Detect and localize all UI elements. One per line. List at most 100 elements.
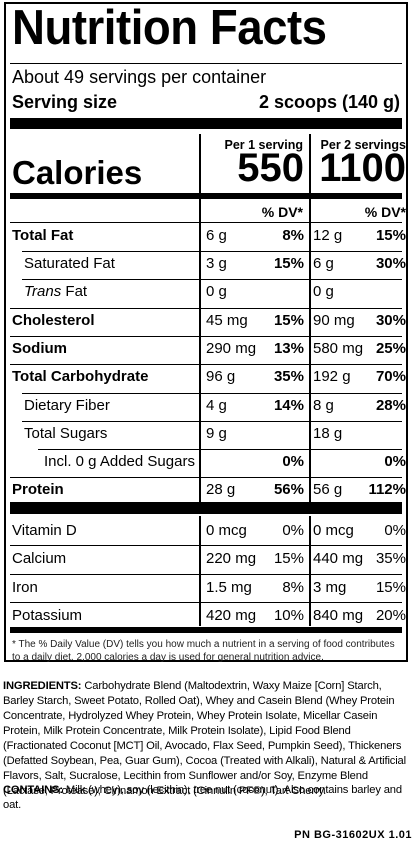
- medium-divider: [10, 627, 402, 633]
- nutrient-label: Dietary Fiber: [24, 397, 110, 414]
- vitamin-amount-per-serving: 0 mcg: [206, 522, 247, 539]
- nutrient-label: Protein: [12, 481, 64, 498]
- vitamin-dv-per-serving: 10%: [273, 607, 304, 624]
- vitamin-label: Vitamin D: [12, 522, 77, 539]
- dv-per-2-servings: 30%: [375, 255, 406, 272]
- amount-per-2-servings: 192 g: [313, 368, 351, 385]
- amount-per-serving: 96 g: [206, 368, 236, 385]
- ingredients-text: Carbohydrate Blend (Maltodextrin, Waxy M…: [3, 680, 406, 797]
- row-divider: [22, 421, 402, 422]
- calories-per-2-servings: 1100: [319, 146, 406, 190]
- ingredients-label: INGREDIENTS:: [3, 680, 82, 692]
- vitamin-dv-per-2-servings: 15%: [375, 579, 406, 596]
- dv-per-serving: 15%: [273, 312, 304, 329]
- row-divider: [10, 477, 402, 478]
- vitamin-dv-per-2-servings: 0%: [384, 522, 406, 539]
- nutrient-label: Sodium: [12, 340, 67, 357]
- dv-per-2-servings: 112%: [368, 481, 406, 498]
- nutrient-label: Total Fat: [12, 227, 74, 244]
- row-divider: [22, 393, 402, 394]
- vitamin-dv-per-2-servings: 20%: [375, 607, 406, 624]
- amount-per-2-servings: 6 g: [313, 255, 334, 272]
- contains-label: CONTAINS:: [3, 784, 63, 796]
- amount-per-serving: 290 mg: [206, 340, 257, 357]
- amount-per-serving: 4 g: [206, 397, 227, 414]
- daily-value-footnote: * The % Daily Value (DV) tells you how m…: [12, 639, 395, 663]
- nutrient-label: Total Sugars: [24, 425, 108, 442]
- amount-per-serving: 45 mg: [206, 312, 248, 329]
- dv-header-1: % DV*: [261, 204, 303, 220]
- col2-header: Per 2 servings: [320, 138, 406, 152]
- dv-per-2-servings: 30%: [375, 312, 406, 329]
- nutrient-label: Total Carbohydrate: [12, 368, 149, 385]
- vitamin-amount-per-2-servings: 3 mg: [313, 579, 347, 596]
- calories-per-serving: 550: [237, 146, 304, 190]
- nutrient-label: Trans Fat: [24, 283, 88, 300]
- serving-size-value: 2 scoops (140 g): [258, 92, 400, 112]
- dv-per-serving: 14%: [273, 397, 304, 414]
- divider: [10, 63, 402, 64]
- vitamin-dv-per-serving: 0%: [282, 522, 304, 539]
- column-divider: [199, 516, 201, 626]
- nutrition-facts-panel: Nutrition Facts About 49 servings per co…: [4, 1, 408, 663]
- row-divider: [10, 545, 402, 546]
- dv-per-serving: 0%: [282, 453, 304, 470]
- row-divider: [38, 449, 402, 450]
- amount-per-2-servings: 18 g: [313, 425, 343, 442]
- vitamin-amount-per-serving: 1.5 mg: [206, 579, 252, 596]
- amount-per-serving: 0 g: [206, 283, 227, 300]
- row-divider: [10, 602, 402, 603]
- dv-per-serving: 35%: [273, 368, 304, 385]
- row-divider: [10, 574, 402, 575]
- amount-per-2-servings: 8 g: [313, 397, 334, 414]
- column-divider: [309, 516, 311, 626]
- vitamin-label: Iron: [12, 579, 38, 596]
- amount-per-2-servings: 90 mg: [313, 312, 355, 329]
- medium-divider: [10, 193, 402, 199]
- vitamin-amount-per-serving: 220 mg: [206, 550, 257, 567]
- row-divider: [22, 279, 402, 280]
- column-divider-1: [199, 134, 201, 509]
- dv-header-2: % DV*: [364, 204, 406, 220]
- servings-per-container: About 49 servings per container: [12, 67, 267, 87]
- amount-per-serving: 6 g: [206, 227, 227, 244]
- amount-per-serving: 3 g: [206, 255, 227, 272]
- allergen-statement: CONTAINS: Milk (whey), soy (lecithin), t…: [3, 783, 413, 813]
- vitamin-amount-per-2-servings: 840 mg: [313, 607, 364, 624]
- amount-per-serving: 28 g: [206, 481, 236, 498]
- thick-divider: [10, 502, 402, 514]
- vitamin-dv-per-serving: 8%: [282, 579, 304, 596]
- dv-per-serving: 15%: [273, 255, 304, 272]
- amount-per-2-servings: 12 g: [313, 227, 343, 244]
- vitamin-dv-per-serving: 15%: [273, 550, 304, 567]
- amount-per-serving: 9 g: [206, 425, 227, 442]
- nutrient-label: Saturated Fat: [24, 255, 115, 272]
- dv-per-2-servings: 0%: [384, 453, 406, 470]
- ingredients: INGREDIENTS: Carbohydrate Blend (Maltode…: [3, 679, 413, 799]
- row-divider: [10, 336, 402, 337]
- thick-divider: [10, 118, 402, 129]
- dv-per-2-servings: 15%: [375, 227, 406, 244]
- row-divider: [10, 308, 402, 309]
- vitamin-amount-per-serving: 420 mg: [206, 607, 257, 624]
- contains-text: Milk (whey), soy (lecithin), tree nut (c…: [3, 784, 402, 811]
- row-divider: [22, 251, 402, 252]
- nutrient-label: Incl. 0 g Added Sugars: [44, 453, 195, 470]
- vitamin-label: Calcium: [12, 550, 67, 567]
- vitamin-dv-per-2-servings: 35%: [375, 550, 406, 567]
- dv-per-2-servings: 25%: [375, 340, 406, 357]
- divider: [10, 222, 402, 223]
- part-number: PN BG-31602UX 1.01: [294, 829, 412, 841]
- dv-per-serving: 8%: [282, 227, 304, 244]
- row-divider: [10, 364, 402, 365]
- amount-per-2-servings: 580 mg: [313, 340, 364, 357]
- dv-per-serving: 56%: [273, 481, 304, 498]
- dv-per-serving: 13%: [273, 340, 304, 357]
- vitamin-amount-per-2-servings: 440 mg: [313, 550, 364, 567]
- panel-title: Nutrition Facts: [12, 1, 327, 55]
- dv-per-2-servings: 70%: [375, 368, 406, 385]
- vitamin-amount-per-2-servings: 0 mcg: [313, 522, 354, 539]
- amount-per-2-servings: 56 g: [313, 481, 343, 498]
- col1-header: Per 1 serving: [224, 138, 303, 152]
- amount-per-2-servings: 0 g: [313, 283, 334, 300]
